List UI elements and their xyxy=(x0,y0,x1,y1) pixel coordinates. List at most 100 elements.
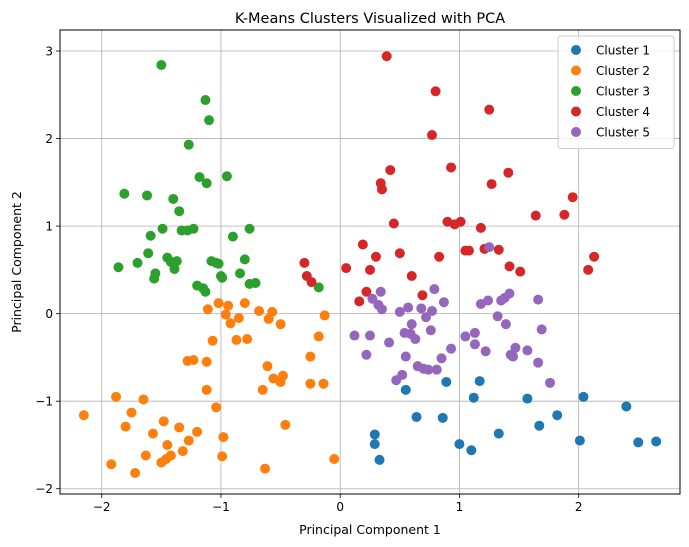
y-tick-label: −2 xyxy=(35,482,53,496)
data-point xyxy=(437,412,448,423)
data-point xyxy=(431,364,442,375)
data-point xyxy=(231,334,242,345)
data-point xyxy=(381,51,392,62)
data-point xyxy=(367,293,378,304)
data-point xyxy=(369,429,380,440)
data-point xyxy=(207,335,218,346)
data-point xyxy=(463,245,474,256)
data-point xyxy=(313,331,324,342)
data-point xyxy=(306,277,317,288)
data-point xyxy=(522,393,533,404)
data-point xyxy=(633,437,644,448)
data-point xyxy=(280,419,291,430)
data-point xyxy=(486,179,497,190)
data-point xyxy=(183,435,194,446)
data-point xyxy=(220,309,231,320)
data-point xyxy=(349,330,360,341)
data-point xyxy=(411,411,422,422)
data-point xyxy=(406,271,417,282)
legend-marker xyxy=(571,127,581,137)
data-point xyxy=(239,298,250,309)
data-point xyxy=(277,370,288,381)
data-point xyxy=(567,192,578,203)
data-point xyxy=(130,467,141,478)
data-point xyxy=(329,453,340,464)
data-point xyxy=(421,312,432,323)
data-point xyxy=(429,284,440,295)
data-point xyxy=(305,378,316,389)
legend: Cluster 1 Cluster 2 Cluster 3 Cluster 4 Clus… xyxy=(557,35,675,149)
data-point xyxy=(522,345,533,356)
data-point xyxy=(158,416,169,427)
y-ticks: −2 −1 0 1 2 3 xyxy=(35,45,60,496)
data-point xyxy=(492,311,503,322)
legend-label: Cluster 4 xyxy=(596,105,650,119)
data-point xyxy=(365,264,375,275)
data-point xyxy=(500,319,511,330)
x-tick-label: 0 xyxy=(336,500,344,514)
data-point xyxy=(119,188,130,199)
legend-marker xyxy=(571,106,581,117)
data-point xyxy=(455,216,466,227)
data-point xyxy=(217,451,228,462)
data-point xyxy=(376,304,387,315)
data-point xyxy=(434,251,445,262)
data-point xyxy=(533,357,544,368)
data-point xyxy=(267,306,278,317)
data-point xyxy=(651,436,662,447)
data-point xyxy=(138,394,149,405)
data-point xyxy=(533,294,544,305)
data-point xyxy=(361,286,372,297)
data-point xyxy=(493,428,504,439)
data-point xyxy=(218,432,229,443)
data-point xyxy=(552,410,563,421)
data-point xyxy=(375,286,386,297)
data-point xyxy=(589,251,600,262)
data-point xyxy=(583,264,594,275)
data-point xyxy=(354,296,365,307)
data-point xyxy=(410,334,421,345)
data-points xyxy=(78,51,662,478)
x-tick-label: 2 xyxy=(575,500,583,514)
data-point xyxy=(126,407,137,418)
series-cluster-1 xyxy=(369,376,662,465)
data-point xyxy=(201,178,212,189)
data-point xyxy=(400,351,411,362)
data-point xyxy=(545,377,556,388)
data-point xyxy=(213,258,224,269)
data-point xyxy=(257,384,268,395)
data-point xyxy=(250,278,261,289)
data-point xyxy=(510,342,521,353)
data-point xyxy=(466,445,477,456)
data-point xyxy=(369,439,380,450)
data-point xyxy=(223,300,234,311)
data-point xyxy=(194,172,205,183)
series-cluster-2 xyxy=(78,298,340,478)
data-point xyxy=(406,319,417,330)
data-point xyxy=(242,334,253,345)
data-point xyxy=(262,361,273,372)
data-point xyxy=(260,463,271,474)
data-point xyxy=(148,428,158,439)
data-point xyxy=(460,331,471,342)
data-point xyxy=(530,210,541,221)
x-ticks: −2 −1 0 1 2 xyxy=(93,494,583,514)
data-point xyxy=(244,223,255,234)
series-cluster-3 xyxy=(113,60,324,297)
data-point xyxy=(227,231,238,242)
data-point xyxy=(427,306,437,317)
series-cluster-4 xyxy=(299,51,600,307)
data-point xyxy=(425,325,436,336)
data-point xyxy=(239,254,250,265)
data-point xyxy=(441,376,452,387)
data-point xyxy=(318,378,329,389)
data-point xyxy=(188,223,199,234)
data-point xyxy=(201,356,212,367)
data-point xyxy=(275,319,286,330)
data-point xyxy=(621,401,632,412)
data-point xyxy=(436,353,447,364)
data-point xyxy=(78,410,89,421)
data-point xyxy=(438,297,449,308)
data-point xyxy=(417,290,428,301)
legend-marker xyxy=(571,45,581,55)
